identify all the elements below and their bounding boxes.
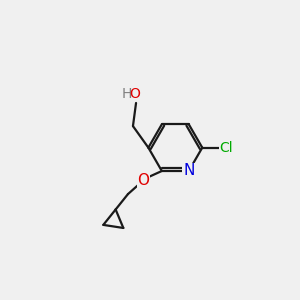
Text: O: O: [129, 87, 140, 101]
Text: Cl: Cl: [219, 141, 233, 155]
Text: N: N: [183, 164, 194, 178]
Text: O: O: [137, 173, 149, 188]
Text: H: H: [122, 87, 132, 101]
